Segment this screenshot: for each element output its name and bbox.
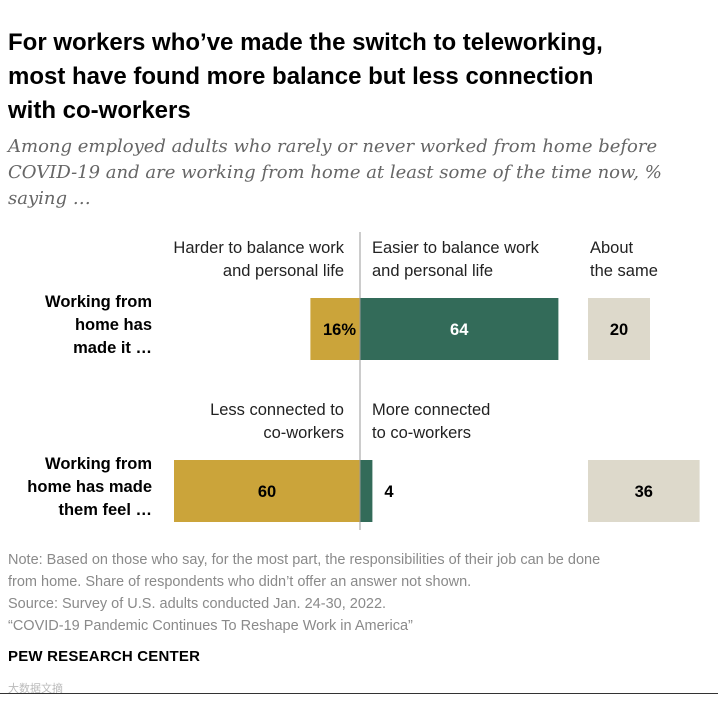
header-negative: and personal life <box>223 262 344 280</box>
report-title: “COVID-19 Pandemic Continues To Reshape … <box>8 618 413 634</box>
header-negative: Less connected to <box>210 401 344 419</box>
data-label-negative: 60 <box>258 483 276 501</box>
row-label: home has <box>75 316 152 334</box>
subtitle-line: saying … <box>8 188 91 209</box>
header-negative: co-workers <box>263 424 344 442</box>
row-label: made it … <box>73 339 152 357</box>
title-line: For workers who’ve made the switch to te… <box>8 29 603 56</box>
bar-negative <box>310 298 360 360</box>
note-line: Note: Based on those who say, for the mo… <box>8 552 601 568</box>
row-label: Working from <box>45 455 152 473</box>
data-label-same: 36 <box>635 483 653 501</box>
bar-negative <box>174 460 360 522</box>
footer-rule <box>0 693 718 694</box>
bar-same <box>588 298 650 360</box>
header-same: the same <box>590 262 658 280</box>
title-line: most have found more balance but less co… <box>8 63 594 90</box>
bar-positive <box>360 460 373 522</box>
header-positive: to co-workers <box>372 424 471 442</box>
brand-name: PEW RESEARCH CENTER <box>8 648 201 665</box>
chart-footer: Note: Based on those who say, for the mo… <box>8 549 713 637</box>
chart-title: For workers who’ve made the switch to te… <box>8 26 708 128</box>
header-positive: Easier to balance work <box>372 239 540 257</box>
header-positive: More connected <box>372 401 490 419</box>
note-line: from home. Share of respondents who didn… <box>8 574 472 590</box>
row-label: them feel … <box>58 501 152 519</box>
source-line: Source: Survey of U.S. adults conducted … <box>8 596 387 612</box>
row-label: Working from <box>45 293 152 311</box>
chart-subtitle: Among employed adults who rarely or neve… <box>8 134 708 212</box>
bar-positive <box>360 298 559 360</box>
bar-same <box>588 460 700 522</box>
header-negative: Harder to balance work <box>173 239 344 257</box>
subtitle-line: COVID-19 and are working from home at le… <box>8 162 662 183</box>
data-label-same: 20 <box>610 321 628 339</box>
data-label-positive: 64 <box>450 321 469 339</box>
subtitle-line: Among employed adults who rarely or neve… <box>8 136 658 157</box>
data-label-negative: 16% <box>323 321 356 339</box>
watermark-text: 大数据文摘 <box>8 683 63 695</box>
diverging-bar-chart: Harder to balance work and personal life E… <box>27 232 700 530</box>
row-label: home has made <box>27 478 152 496</box>
title-line: with co-workers <box>8 97 191 124</box>
header-same: About <box>590 239 634 257</box>
header-positive: and personal life <box>372 262 493 280</box>
data-label-positive: 4 <box>384 483 394 501</box>
